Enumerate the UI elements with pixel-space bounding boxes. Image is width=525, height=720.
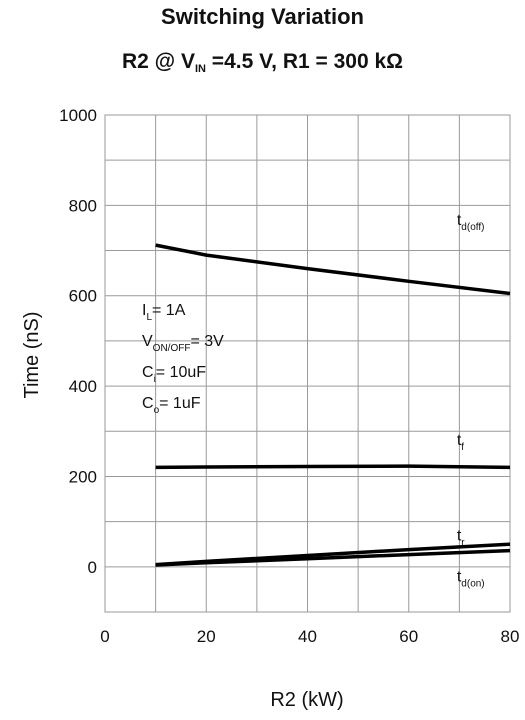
x-tick-label: 40: [298, 627, 317, 646]
subtitle-subscript: IN: [194, 63, 206, 75]
grid: [104, 114, 511, 613]
y-tick-label: 400: [69, 377, 97, 396]
series-line-td(off): [155, 243, 511, 296]
series-label-td(off): td(off): [457, 212, 485, 233]
series-label-tr: tr: [457, 528, 465, 549]
subtitle-part-a: R2 @ V: [121, 50, 195, 73]
x-tick-label: 80: [501, 627, 520, 646]
series-line-td(on): [155, 548, 511, 567]
x-axis-label: R2 (kW): [270, 689, 343, 711]
series-label-tf: tf: [457, 432, 464, 453]
x-tick-label: 60: [399, 627, 418, 646]
condition-line: VON/OFF= 3V: [142, 333, 224, 354]
conditions-annotation: IL= 1A VON/OFF= 3V Ci= 10uF Co= 1uF: [142, 302, 224, 416]
y-tick-label: 600: [69, 287, 97, 306]
y-tick-label: 0: [88, 558, 97, 577]
y-tick-label: 800: [69, 196, 97, 215]
series-labels: td(off) tf tr td(on): [457, 212, 485, 589]
y-axis-label: Time (nS): [21, 311, 43, 398]
y-tick-label: 200: [69, 467, 97, 486]
series-label-td(on): td(on): [457, 568, 485, 589]
chart-subtitle: R2 @ VIN =4.5 V, R1 = 300 kΩ: [0, 50, 525, 75]
y-tick-label: 1000: [59, 106, 97, 125]
series-line-tf: [155, 464, 511, 470]
condition-line: IL= 1A: [142, 302, 186, 323]
series-lines: [155, 243, 511, 567]
x-tick-label: 0: [100, 627, 109, 646]
condition-line: Ci= 10uF: [142, 364, 206, 385]
condition-line: Co= 1uF: [142, 395, 201, 416]
chart-title: Switching Variation: [161, 4, 364, 29]
subtitle-part-b: =4.5 V, R1 = 300 kΩ: [205, 50, 404, 73]
x-tick-label: 20: [197, 627, 216, 646]
